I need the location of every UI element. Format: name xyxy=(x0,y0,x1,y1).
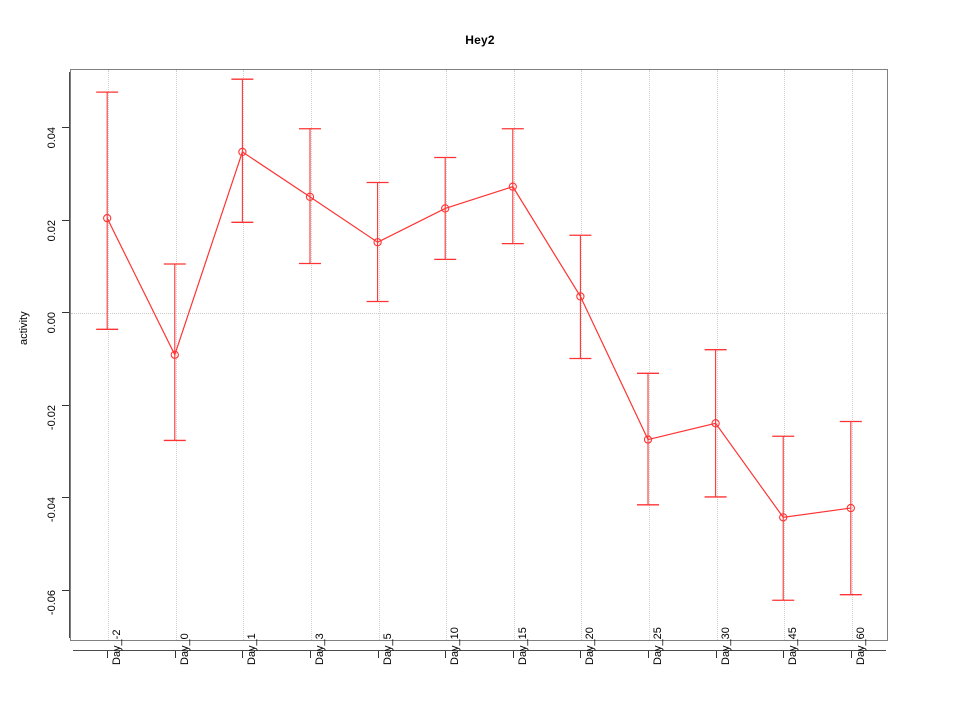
gridline-vertical xyxy=(649,70,650,640)
data-point-marker xyxy=(373,238,382,247)
x-axis-line xyxy=(73,650,886,651)
y-axis-tick xyxy=(62,126,69,128)
gridline-vertical xyxy=(581,70,583,640)
y-axis-title: activity xyxy=(18,311,30,345)
gridline-vertical xyxy=(378,70,380,640)
gridline-vertical xyxy=(784,70,786,640)
y-axis-tick-label: 0.04 xyxy=(46,126,58,149)
y-axis-tick xyxy=(62,404,69,406)
data-point-marker xyxy=(305,192,315,201)
plot-area xyxy=(70,69,888,641)
gridline-vertical xyxy=(243,70,245,640)
x-axis-tick xyxy=(850,651,852,658)
chart-title: Hey2 xyxy=(465,33,495,47)
data-point-marker xyxy=(170,350,179,359)
y-axis-tick-label: -0.04 xyxy=(46,497,58,523)
x-axis-tick xyxy=(242,651,244,658)
gridline-vertical xyxy=(175,70,177,640)
y-axis-tick xyxy=(62,590,69,592)
gridline-vertical xyxy=(513,70,515,640)
x-axis-tick xyxy=(174,651,176,658)
x-axis-tick xyxy=(648,651,649,658)
data-point-marker xyxy=(576,292,585,301)
y-axis-tick-label: 0.00 xyxy=(46,312,58,334)
data-point-marker xyxy=(711,419,720,428)
y-axis-tick-label: -0.06 xyxy=(46,590,58,616)
x-axis-tick xyxy=(309,651,311,658)
x-axis-tick xyxy=(580,651,582,658)
series-line xyxy=(106,150,851,518)
plot-inner xyxy=(71,70,887,640)
data-point-marker xyxy=(643,435,653,444)
gridline-vertical xyxy=(310,70,312,640)
y-axis-tick-label: 0.02 xyxy=(46,219,58,241)
gridline-vertical xyxy=(716,70,718,640)
gridline-vertical xyxy=(851,70,853,640)
gridline-zero-reference xyxy=(71,313,887,315)
x-axis-tick xyxy=(512,651,514,658)
y-axis-line xyxy=(69,72,70,638)
data-point-marker xyxy=(508,182,517,191)
y-axis-tick-label: -0.02 xyxy=(46,404,58,430)
gridline-vertical xyxy=(446,70,448,640)
y-axis-tick xyxy=(62,219,69,221)
x-axis-tick xyxy=(107,651,109,658)
data-point-marker xyxy=(238,147,247,157)
gridline-vertical xyxy=(108,70,110,640)
x-axis-tick xyxy=(783,651,785,658)
data-point-marker xyxy=(779,513,788,522)
data-series-layer xyxy=(96,78,862,601)
y-axis-tick xyxy=(62,312,69,314)
y-axis-tick xyxy=(62,497,69,499)
x-axis-tick xyxy=(445,651,447,658)
x-axis-tick xyxy=(377,651,379,658)
data-point-marker xyxy=(441,204,450,213)
data-point-marker xyxy=(846,503,855,513)
data-point-marker xyxy=(103,213,112,223)
x-axis-tick xyxy=(715,651,717,658)
